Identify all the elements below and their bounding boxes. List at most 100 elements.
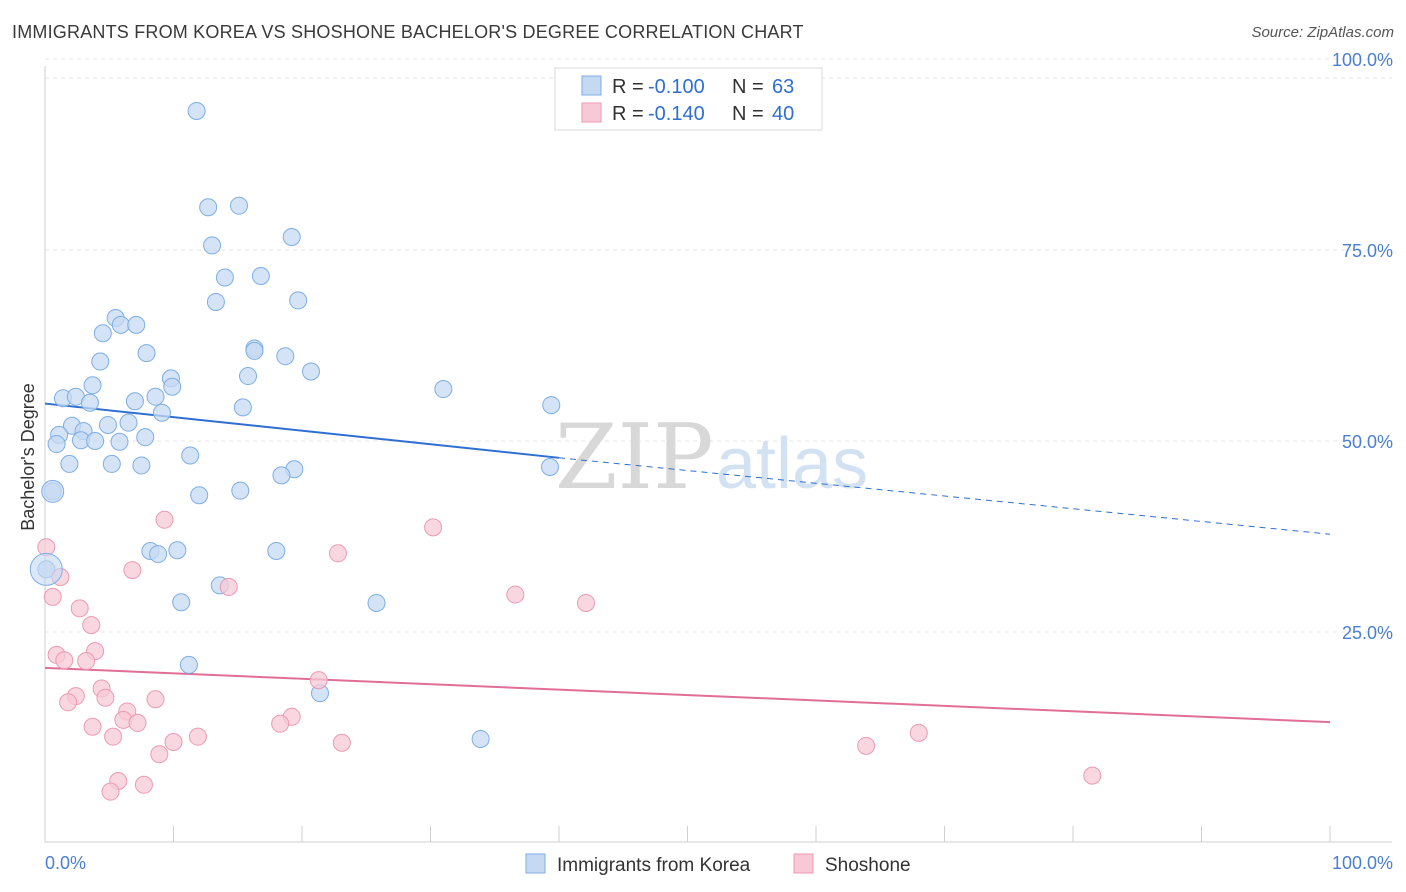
point-korea-large (29, 552, 63, 586)
point-shoshone (96, 688, 115, 707)
point-shoshone (309, 671, 328, 690)
y-tick-label: 25.0% (1342, 623, 1393, 643)
point-korea (93, 324, 112, 343)
point-korea (282, 228, 301, 247)
point-korea (132, 456, 151, 475)
legend-r-label-shoshone: R = (612, 103, 644, 125)
bottom-legend-label-shoshone: Shoshone (825, 855, 911, 876)
point-shoshone (857, 736, 876, 755)
point-korea (137, 344, 156, 363)
bottom-legend-label-korea: Immigrants from Korea (557, 855, 751, 876)
source-credit: Source: ZipAtlas.com (1251, 24, 1394, 41)
point-shoshone (1083, 766, 1102, 785)
point-korea (301, 362, 320, 381)
point-korea (230, 196, 249, 215)
point-shoshone (82, 616, 101, 635)
point-shoshone (576, 593, 595, 612)
point-korea (168, 541, 187, 560)
point-shoshone (43, 587, 62, 606)
point-shoshone (328, 544, 347, 563)
point-shoshone (150, 745, 169, 764)
point-korea (190, 486, 209, 505)
point-korea (181, 446, 200, 465)
y-tick-label: 75.0% (1342, 241, 1393, 261)
legend-r-label-korea: R = (612, 76, 644, 98)
point-shoshone (164, 733, 183, 752)
bottom-legend-swatch-shoshone (793, 853, 814, 874)
point-korea (206, 292, 225, 311)
point-korea (272, 466, 291, 485)
point-shoshone (146, 690, 165, 709)
point-shoshone (332, 733, 351, 752)
point-korea (179, 655, 198, 674)
y-tick-label: 50.0% (1342, 432, 1393, 452)
point-shoshone (55, 651, 74, 670)
point-shoshone (101, 782, 120, 801)
point-korea (152, 403, 171, 422)
point-korea (215, 268, 234, 287)
axes (44, 66, 1392, 843)
point-korea (245, 341, 264, 360)
point-korea (203, 236, 222, 255)
point-shoshone (155, 510, 174, 529)
legend-n-value-korea: 63 (772, 76, 794, 98)
point-korea (251, 266, 270, 285)
point-shoshone (188, 727, 207, 746)
legend-r-value-korea: -0.100 (648, 76, 705, 98)
watermark-atlas: atlas (716, 424, 868, 504)
point-shoshone (70, 599, 89, 618)
point-korea (239, 367, 258, 386)
legend-n-label-shoshone: N = (732, 103, 764, 125)
trend-lines (44, 402, 1331, 724)
point-shoshone (506, 585, 525, 604)
point-korea (149, 545, 168, 564)
y-axis-label: Bachelor's Degree (18, 383, 38, 531)
legend-n-value-shoshone: 40 (772, 103, 794, 125)
watermark: ZIP atlas (555, 405, 868, 510)
point-shoshone (134, 775, 153, 794)
point-shoshone (123, 561, 142, 580)
point-korea (267, 542, 286, 561)
point-korea-large (41, 479, 65, 503)
chart-title: IMMIGRANTS FROM KOREA VS SHOSHONE BACHEL… (12, 22, 804, 42)
point-korea (199, 198, 218, 217)
point-shoshone (219, 577, 238, 596)
point-korea (60, 454, 79, 473)
trend-line-korea-extrapolated (558, 457, 1331, 535)
point-korea (102, 454, 121, 473)
series-legend: Immigrants from Korea Shoshone (525, 853, 911, 876)
point-shoshone (424, 518, 443, 537)
point-shoshone (128, 713, 147, 732)
point-korea (276, 347, 295, 366)
point-korea (83, 376, 102, 395)
point-shoshone (83, 717, 102, 736)
legend-swatch-shoshone (581, 102, 602, 123)
y-tick-label: 100.0% (1332, 50, 1393, 70)
point-korea (187, 101, 206, 120)
x-tick-labels: 0.0% 100.0% (45, 853, 1393, 873)
point-korea (111, 315, 130, 334)
point-korea (125, 392, 144, 411)
point-korea (471, 729, 490, 748)
point-korea (119, 413, 138, 432)
point-korea (172, 593, 191, 612)
point-shoshone (271, 714, 290, 733)
legend-r-value-shoshone: -0.140 (648, 103, 705, 125)
point-korea (98, 415, 117, 434)
y-tick-labels: 25.0% 50.0% 75.0% 100.0% (1332, 50, 1393, 643)
point-shoshone (59, 693, 78, 712)
point-korea (127, 315, 146, 334)
point-shoshone (909, 723, 928, 742)
point-korea (136, 428, 155, 447)
point-korea (47, 435, 66, 454)
point-shoshone (104, 727, 123, 746)
bottom-legend-swatch-korea (525, 853, 546, 874)
trend-line-shoshone (44, 666, 1331, 724)
point-korea (434, 380, 453, 399)
legend-swatch-korea (581, 75, 602, 96)
point-korea (231, 481, 250, 500)
point-korea (542, 396, 561, 415)
x-tick-label-max: 100.0% (1332, 853, 1393, 873)
watermark-zip: ZIP (555, 405, 714, 510)
